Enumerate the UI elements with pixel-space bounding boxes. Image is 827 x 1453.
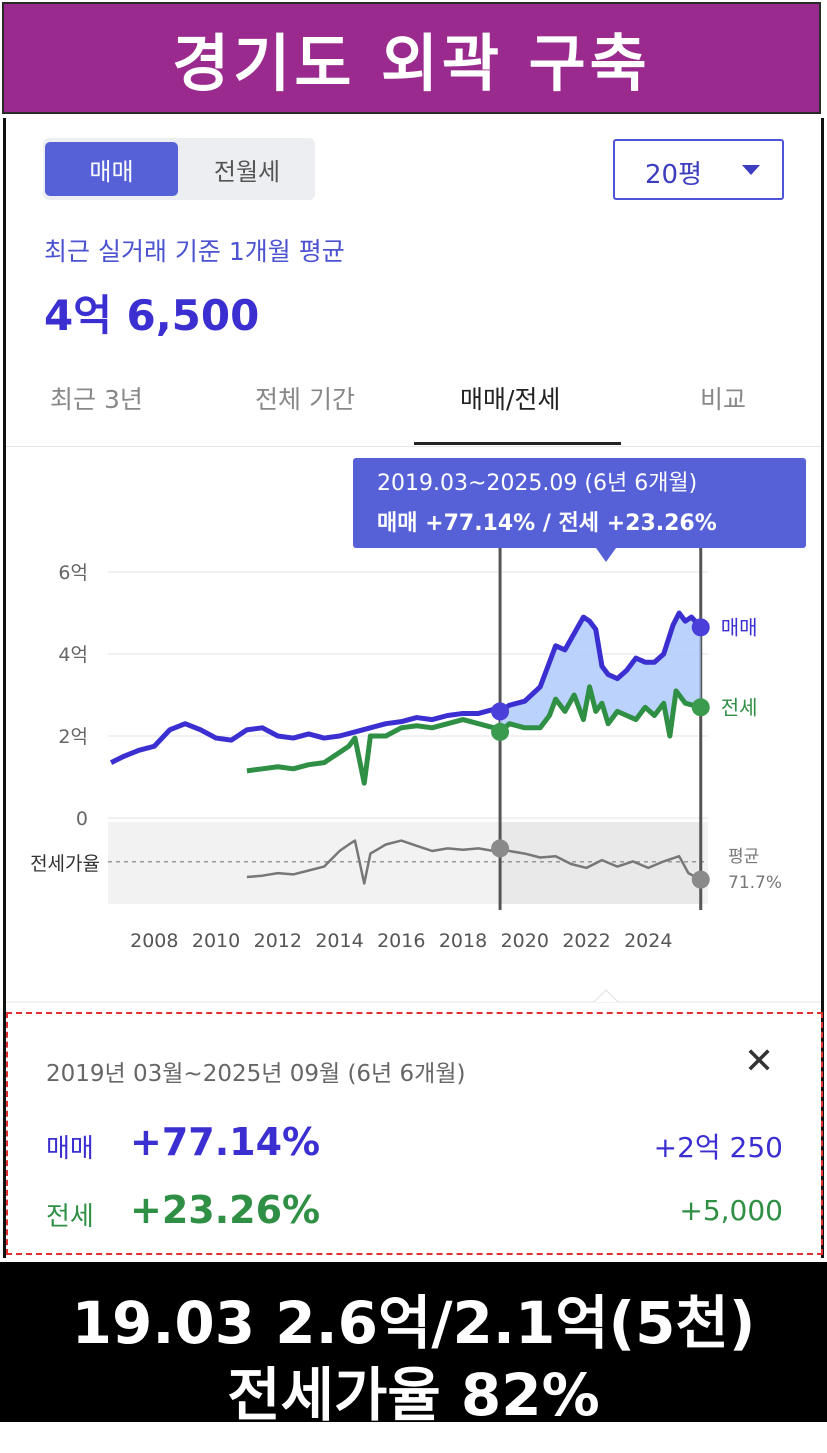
sale-series-label: 매매 xyxy=(721,615,758,639)
tab-sale-rent[interactable]: 매매/전세 xyxy=(460,385,561,414)
y-tick-label: 2억 xyxy=(58,726,88,748)
sale-selection-point xyxy=(691,618,710,637)
summary-footer: 19.03 2.6억/2.1억(5천) 전세가율 82% xyxy=(0,1262,827,1429)
selection-tooltip xyxy=(353,458,806,548)
ratio-series-line xyxy=(246,839,702,885)
content-frame xyxy=(3,118,824,1258)
sale-rent-gap-area xyxy=(500,613,701,736)
average-price: 4억 6,500 xyxy=(44,291,260,340)
period-detail-panel: 2019년 03월~2025년 09월 (6년 6개월) ✕ 매매 +77.14… xyxy=(6,1012,823,1255)
detail-pointer xyxy=(593,989,619,1003)
tab-recent-3y[interactable]: 최근 3년 xyxy=(50,385,143,414)
detail-rent-label: 전세 xyxy=(46,1202,94,1232)
ratio-band-label: 전세가율 xyxy=(30,853,100,875)
detail-sale-amount: +2억 250 xyxy=(653,1131,783,1164)
sale-selection-point xyxy=(491,702,510,721)
tooltip-change: 매매 +77.14% / 전세 +23.26% xyxy=(377,511,717,536)
active-tab-indicator xyxy=(414,442,621,445)
detail-period: 2019년 03월~2025년 09월 (6년 6개월) xyxy=(46,1061,466,1087)
toggle-sale-button[interactable]: 매매 xyxy=(45,142,178,196)
tooltip-period: 2019.03~2025.09 (6년 6개월) xyxy=(377,471,697,496)
y-tick-label: 6억 xyxy=(58,562,88,584)
x-tick-label: 2014 xyxy=(315,930,363,952)
footer-line-1: 19.03 2.6억/2.1억(5천) xyxy=(71,1289,756,1357)
ratio-average-value: 71.7% xyxy=(728,873,782,893)
y-tick-label: 0 xyxy=(76,808,88,830)
x-tick-label: 2022 xyxy=(562,930,610,952)
x-tick-label: 2024 xyxy=(624,930,672,952)
dropdown-arrow-icon xyxy=(742,165,760,175)
sale-series-line xyxy=(109,610,703,765)
detail-sale-label: 매매 xyxy=(46,1134,94,1164)
tab-divider xyxy=(6,446,821,447)
ratio-selection-point xyxy=(691,870,710,889)
ratio-selection-bg xyxy=(500,822,701,904)
x-tick-label: 2018 xyxy=(439,930,487,952)
y-tick-label: 4억 xyxy=(58,644,88,666)
tab-all-period[interactable]: 전체 기간 xyxy=(255,385,355,414)
tooltip-pointer xyxy=(596,548,616,562)
toggle-rent-button[interactable]: 전월세 xyxy=(213,157,281,186)
ratio-selection-point xyxy=(491,839,510,858)
rent-series-line xyxy=(246,684,702,786)
trade-type-toggle: 매매 전월세 xyxy=(43,138,315,200)
size-select[interactable]: 20평 xyxy=(613,139,784,200)
ratio-average-label: 평균 xyxy=(728,847,759,867)
rent-selection-point xyxy=(691,698,710,717)
x-tick-label: 2010 xyxy=(192,930,240,952)
title-banner: 경기도 외곽 구축 xyxy=(2,2,821,114)
close-icon[interactable]: ✕ xyxy=(744,1041,775,1082)
rent-selection-point xyxy=(491,722,510,741)
detail-rent-amount: +5,000 xyxy=(679,1194,783,1227)
rent-series-label: 전세 xyxy=(721,695,758,719)
x-tick-label: 2020 xyxy=(501,930,549,952)
detail-sale-pct: +77.14% xyxy=(130,1120,321,1164)
size-select-value: 20평 xyxy=(645,160,703,190)
x-tick-label: 2008 xyxy=(130,930,178,952)
detail-rent-pct: +23.26% xyxy=(130,1188,321,1232)
tab-compare[interactable]: 비교 xyxy=(700,385,747,414)
price-subtitle: 최근 실거래 기준 1개월 평균 xyxy=(44,237,345,266)
footer-line-2: 전세가율 82% xyxy=(227,1361,600,1429)
price-chart[interactable]: 6억 4억 2억 0 2008 2010 2012 2014 2016 2018 2020 2022 2… xyxy=(0,450,827,1010)
x-tick-label: 2012 xyxy=(254,930,302,952)
x-tick-label: 2016 xyxy=(377,930,425,952)
banner-title: 경기도 외곽 구축 xyxy=(172,27,651,100)
